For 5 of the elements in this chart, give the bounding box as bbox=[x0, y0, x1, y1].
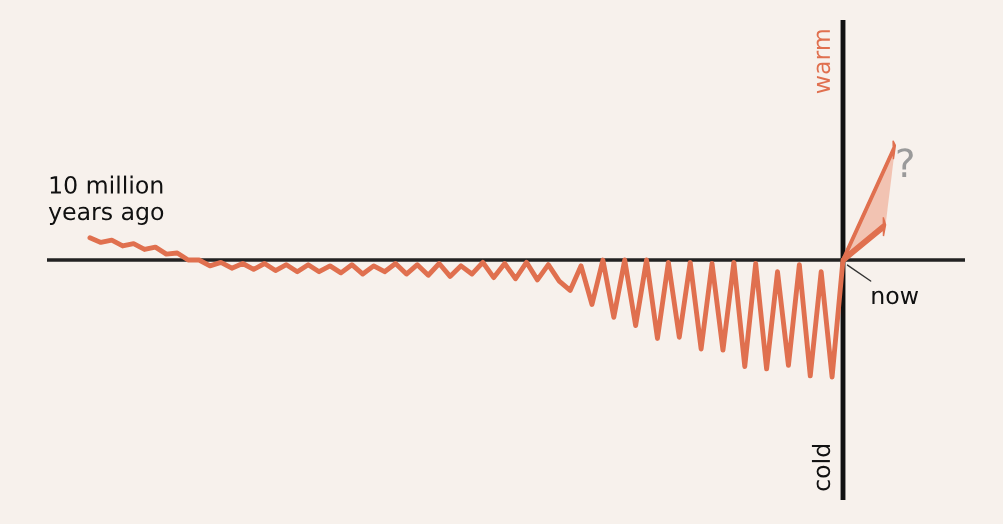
text: now bbox=[872, 290, 919, 305]
text: ? bbox=[897, 148, 913, 178]
text: 10 million years ago bbox=[48, 175, 164, 225]
text: warm bbox=[816, 30, 831, 94]
text: cold bbox=[811, 444, 831, 491]
